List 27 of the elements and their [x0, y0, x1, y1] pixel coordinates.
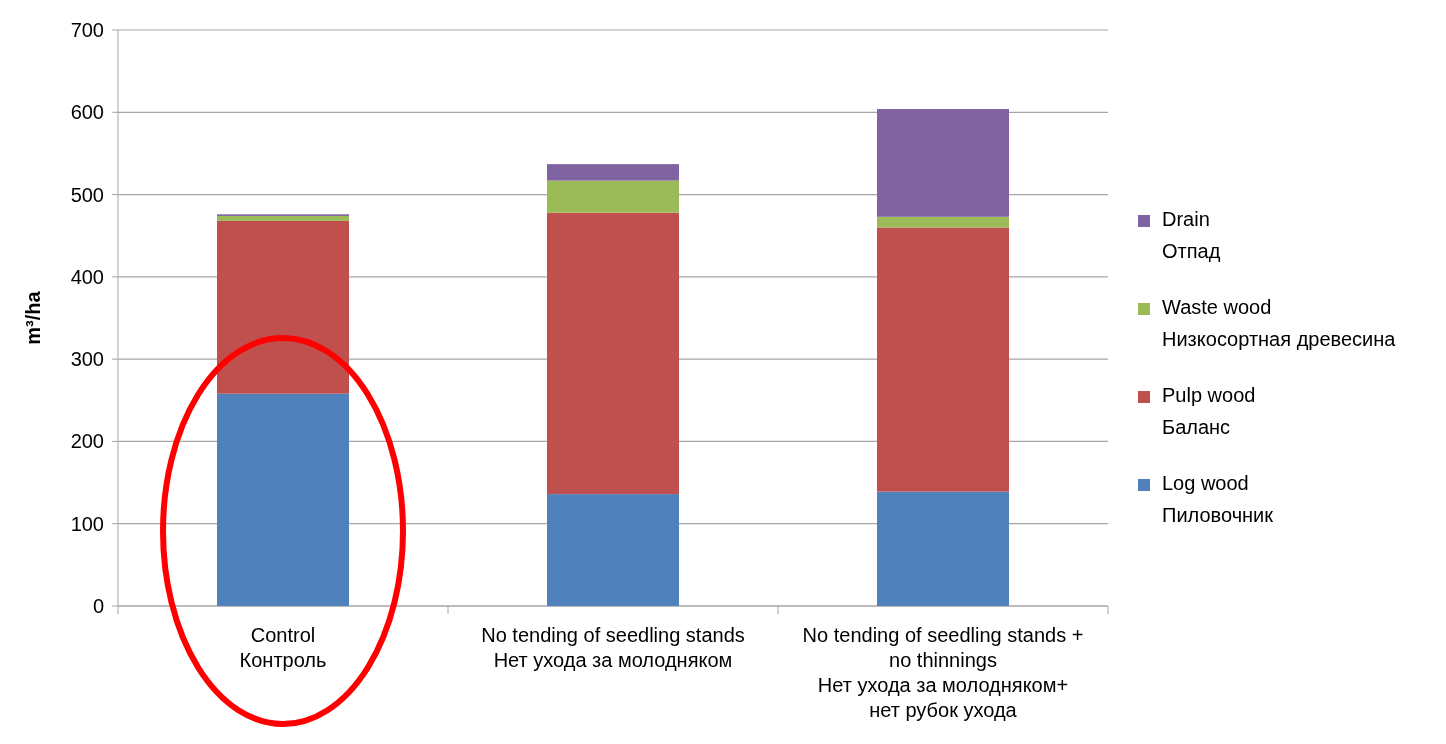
x-tick-label: Control Контроль — [239, 624, 327, 671]
bar — [547, 180, 679, 213]
bar — [547, 164, 679, 181]
bar — [217, 215, 349, 221]
legend-label: Waste wood Низкосортная древесина — [1162, 296, 1397, 350]
bar — [217, 220, 349, 394]
y-tick-label: 0 — [92, 595, 104, 617]
bar — [877, 491, 1009, 606]
legend-label: Drain Отпад — [1162, 208, 1221, 262]
y-tick-label: 500 — [70, 183, 104, 206]
bar — [547, 212, 679, 495]
bar — [877, 216, 1009, 228]
bar — [217, 393, 349, 606]
legend-label: Log wood Пиловочник — [1162, 472, 1274, 526]
y-axis-title: m³/ha — [22, 290, 44, 345]
x-tick-label: No tending of seedling stands + no thinnings Нет ухода за молодняком+ нет рубок ухода — [802, 624, 1084, 721]
bar — [877, 108, 1009, 217]
bar — [547, 494, 679, 606]
y-tick-label: 600 — [70, 101, 104, 124]
y-tick-label: 200 — [70, 430, 104, 453]
y-tick-label: 700 — [70, 19, 104, 41]
y-tick-label: 300 — [70, 348, 104, 371]
y-tick-label: 400 — [70, 265, 104, 288]
legend-label: Pulp wood Баланс — [1162, 384, 1256, 438]
bar — [877, 227, 1009, 492]
x-tick-label: No tending of seedling stands Нет ухода за молодняком — [481, 624, 745, 671]
y-tick-label: 100 — [70, 512, 104, 535]
